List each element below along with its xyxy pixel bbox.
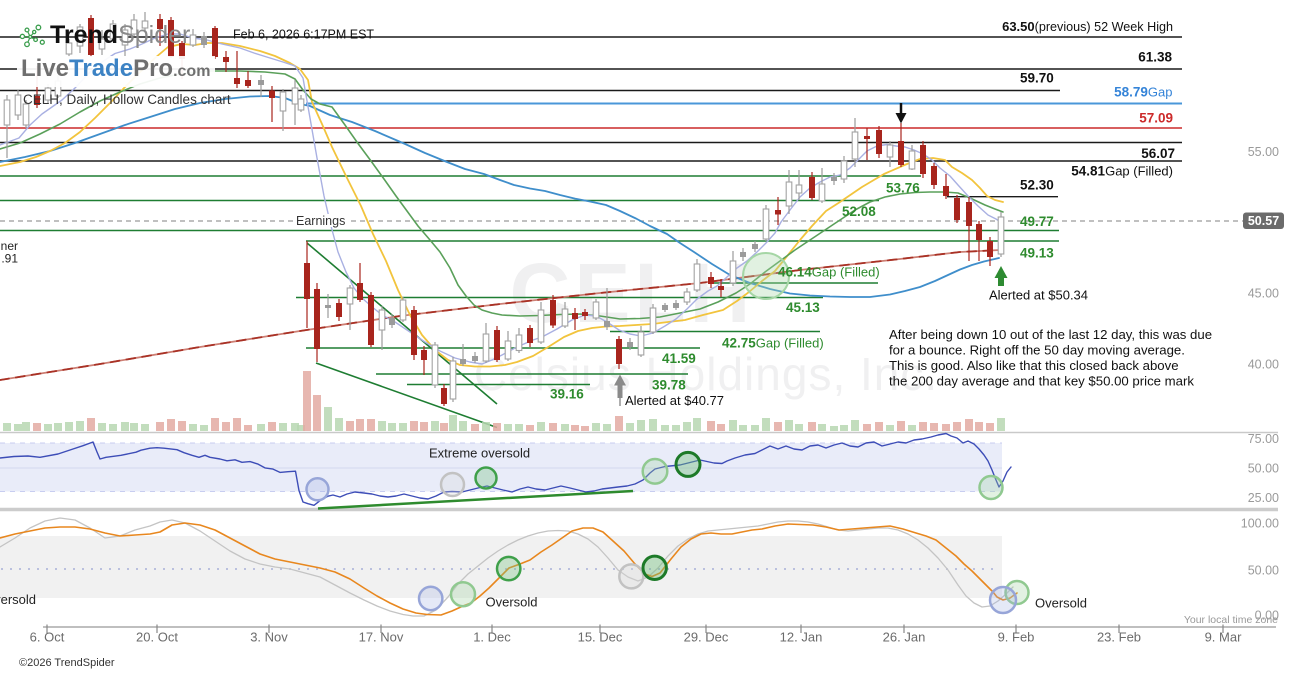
svg-text:Your local time zone: Your local time zone [1184,614,1278,626]
svg-text:15. Dec: 15. Dec [578,630,623,645]
svg-text:.91: .91 [1,252,18,266]
svg-text:Earnings: Earnings [296,214,345,228]
svg-text:for a bounce. Right off the 50: for a bounce. Right off the 50 day movin… [889,343,1185,358]
svg-text:Oversold: Oversold [1035,596,1087,611]
svg-text:58.79Gap: 58.79Gap [1114,84,1172,99]
svg-text:56.07: 56.07 [1141,146,1175,161]
svg-text:49.77: 49.77 [1020,214,1054,229]
svg-text:25.00: 25.00 [1248,491,1279,505]
svg-text:23. Feb: 23. Feb [1097,630,1141,645]
svg-text:61.38: 61.38 [1138,50,1172,65]
svg-text:9. Feb: 9. Feb [998,630,1035,645]
svg-text:42.75Gap (Filled): 42.75Gap (Filled) [722,336,824,351]
svg-text:TrendSpider: TrendSpider [50,21,190,49]
svg-text:59.70: 59.70 [1020,71,1054,86]
svg-text:57.09: 57.09 [1139,111,1173,126]
svg-text:75.00: 75.00 [1248,432,1279,446]
svg-text:12. Jan: 12. Jan [780,630,823,645]
svg-text:After being down 10 out of the: After being down 10 out of the last 12 d… [889,327,1212,342]
svg-text:1. Dec: 1. Dec [473,630,511,645]
svg-text:39.16: 39.16 [550,387,584,402]
svg-text:46.14Gap (Filled): 46.14Gap (Filled) [778,265,880,280]
svg-text:54.81Gap (Filled): 54.81Gap (Filled) [1071,164,1173,179]
svg-text:41.59: 41.59 [662,351,696,366]
svg-text:Alerted at $40.77: Alerted at $40.77 [625,393,724,408]
svg-text:20. Oct: 20. Oct [136,630,178,645]
svg-text:26. Jan: 26. Jan [883,630,926,645]
svg-text:100.00: 100.00 [1241,517,1279,531]
svg-text:0.00: 0.00 [1255,609,1279,623]
svg-text:©2026 TrendSpider: ©2026 TrendSpider [19,657,115,669]
svg-text:Alerted at $50.34: Alerted at $50.34 [989,288,1088,303]
svg-text:Extreme oversold: Extreme oversold [429,446,530,461]
svg-text:55.00: 55.00 [1248,145,1279,159]
svg-text:53.76: 53.76 [886,181,920,196]
svg-text:LiveTradePro.com: LiveTradePro.com [21,55,210,82]
svg-text:39.78: 39.78 [652,378,686,393]
svg-text:Oversold: Oversold [486,595,538,610]
svg-text:6. Oct: 6. Oct [30,630,65,645]
svg-text:Feb 6, 2026 6:17PM EST: Feb 6, 2026 6:17PM EST [233,28,374,42]
svg-text:40.00: 40.00 [1248,358,1279,372]
svg-text:52.08: 52.08 [842,204,876,219]
svg-text:17. Nov: 17. Nov [359,630,404,645]
svg-text:45.00: 45.00 [1248,287,1279,301]
svg-text:CELH, Daily, Hollow Candles ch: CELH, Daily, Hollow Candles chart [23,92,231,107]
svg-text:50.00: 50.00 [1248,462,1279,476]
svg-text:45.13: 45.13 [786,300,820,315]
svg-text:ner: ner [1,239,18,253]
svg-text:52.30: 52.30 [1020,178,1054,193]
svg-text:63.50(previous) 52 Week High: 63.50(previous) 52 Week High [1002,19,1173,34]
svg-text:Oversold: Oversold [0,592,36,607]
svg-text:3. Nov: 3. Nov [250,630,288,645]
svg-text:49.13: 49.13 [1020,246,1054,261]
svg-text:CELH: CELH [510,246,755,340]
svg-text:50.57: 50.57 [1248,214,1279,228]
svg-text:29. Dec: 29. Dec [684,630,729,645]
svg-text:9. Mar: 9. Mar [1205,630,1243,645]
svg-text:the 200 day average and that k: the 200 day average and that key $50.00 … [889,374,1194,389]
svg-text:50.00: 50.00 [1248,564,1279,578]
svg-text:This is good. Also like that t: This is good. Also like that this closed… [889,358,1179,373]
